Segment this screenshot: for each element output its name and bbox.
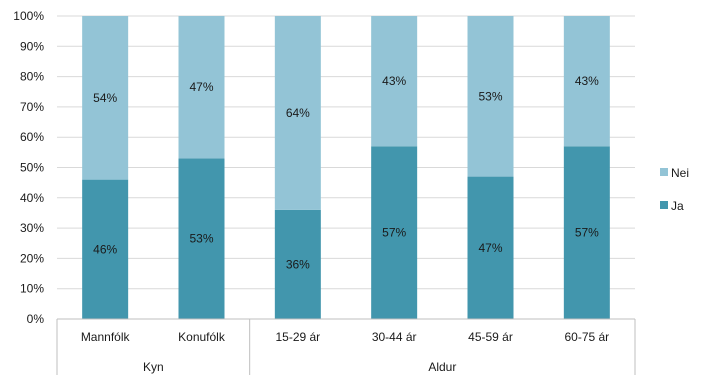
y-tick-label: 20% (20, 251, 44, 265)
x-tick-label: 15-29 ár (275, 330, 320, 344)
data-labels: 46% 54% 53% 47% 36% 64% 57% 43% 47% 53% 57% 43% (93, 74, 599, 271)
y-tick-label: 80% (20, 70, 44, 84)
data-label: 43% (382, 74, 406, 88)
group-label: Kyn (143, 360, 164, 374)
data-label: 57% (575, 226, 599, 240)
y-tick-label: 30% (20, 221, 44, 235)
y-tick-label: 10% (20, 282, 44, 296)
y-tick-label: 70% (20, 100, 44, 114)
data-label: 47% (478, 241, 502, 255)
data-label: 64% (286, 106, 310, 120)
axes: 0% 10% 20% 30% 40% 50% 60% 70% 80% 90% 100% Mannfól… (13, 9, 636, 375)
x-tick-label: Mannfólk (81, 330, 131, 344)
data-label: 53% (478, 89, 502, 103)
data-label: 54% (93, 91, 117, 105)
group-label: Aldur (428, 360, 456, 374)
x-tick-label: 30-44 ár (372, 330, 417, 344)
bar-ja-1 (178, 158, 225, 319)
bar-ja-3 (371, 146, 418, 319)
x-tick-label: Konufólk (178, 330, 226, 344)
data-label: 53% (189, 232, 213, 246)
data-label: 57% (382, 226, 406, 240)
bar-nei-2 (274, 16, 321, 210)
legend-swatch (660, 201, 668, 209)
y-tick-label: 40% (20, 191, 44, 205)
y-tick-label: 90% (20, 39, 44, 53)
y-tick-label: 60% (20, 130, 44, 144)
bar-ja-0 (82, 179, 129, 319)
gridlines (57, 15, 635, 320)
bar-nei-5 (563, 16, 610, 147)
x-tick-label: 60-75 ár (564, 330, 609, 344)
bar-nei-3 (371, 16, 418, 147)
bar-nei-4 (467, 16, 514, 177)
legend-swatch (660, 168, 668, 176)
y-tick-label: 50% (20, 161, 44, 175)
bars (82, 16, 610, 319)
legend: Nei Ja (660, 166, 689, 213)
y-tick-label: 100% (13, 9, 44, 23)
bar-nei-0 (82, 16, 129, 180)
data-label: 43% (575, 74, 599, 88)
data-label: 36% (286, 257, 310, 271)
legend-label: Nei (671, 166, 689, 180)
legend-label: Ja (671, 199, 684, 213)
bar-nei-1 (178, 16, 225, 159)
data-label: 46% (93, 242, 117, 256)
y-tick-label: 0% (27, 312, 45, 326)
data-label: 47% (189, 80, 213, 94)
x-tick-label: 45-59 ár (468, 330, 513, 344)
bar-ja-4 (467, 176, 514, 319)
bar-ja-2 (274, 209, 321, 319)
bar-ja-5 (563, 146, 610, 319)
